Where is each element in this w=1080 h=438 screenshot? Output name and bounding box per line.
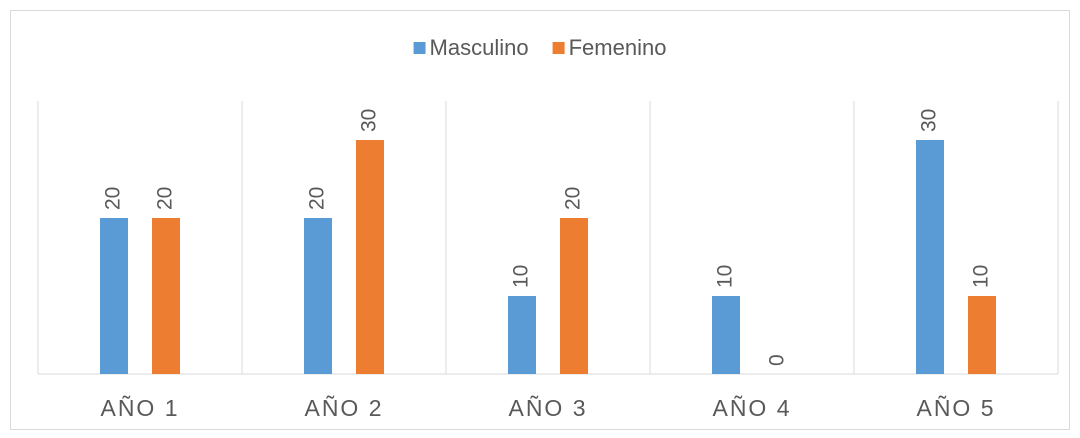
bar — [152, 218, 180, 374]
legend-swatch — [413, 42, 426, 54]
x-tick-label: AÑO 4 — [712, 395, 791, 421]
data-label: 10 — [970, 265, 993, 288]
data-label: 30 — [918, 109, 941, 132]
bar — [508, 296, 536, 374]
x-tick-label: AÑO 1 — [100, 395, 179, 421]
x-tick-label: AÑO 5 — [916, 395, 995, 421]
data-label: 0 — [766, 354, 789, 366]
bar — [100, 218, 128, 374]
data-label: 20 — [154, 187, 177, 210]
legend-label: Femenino — [569, 35, 667, 60]
chart-border — [10, 10, 1070, 430]
bar — [356, 140, 384, 374]
bar — [560, 218, 588, 374]
bar — [304, 218, 332, 374]
data-label: 20 — [562, 187, 585, 210]
legend-label: Masculino — [430, 35, 529, 60]
x-tick-label: AÑO 3 — [508, 395, 587, 421]
legend-swatch — [552, 42, 565, 54]
x-tick-label: AÑO 2 — [304, 395, 383, 421]
bar — [712, 296, 740, 374]
bar — [968, 296, 996, 374]
bar — [916, 140, 944, 374]
data-label: 10 — [714, 265, 737, 288]
data-label: 10 — [510, 265, 533, 288]
data-label: 20 — [102, 187, 125, 210]
data-label: 20 — [306, 187, 329, 210]
data-label: 30 — [358, 109, 381, 132]
